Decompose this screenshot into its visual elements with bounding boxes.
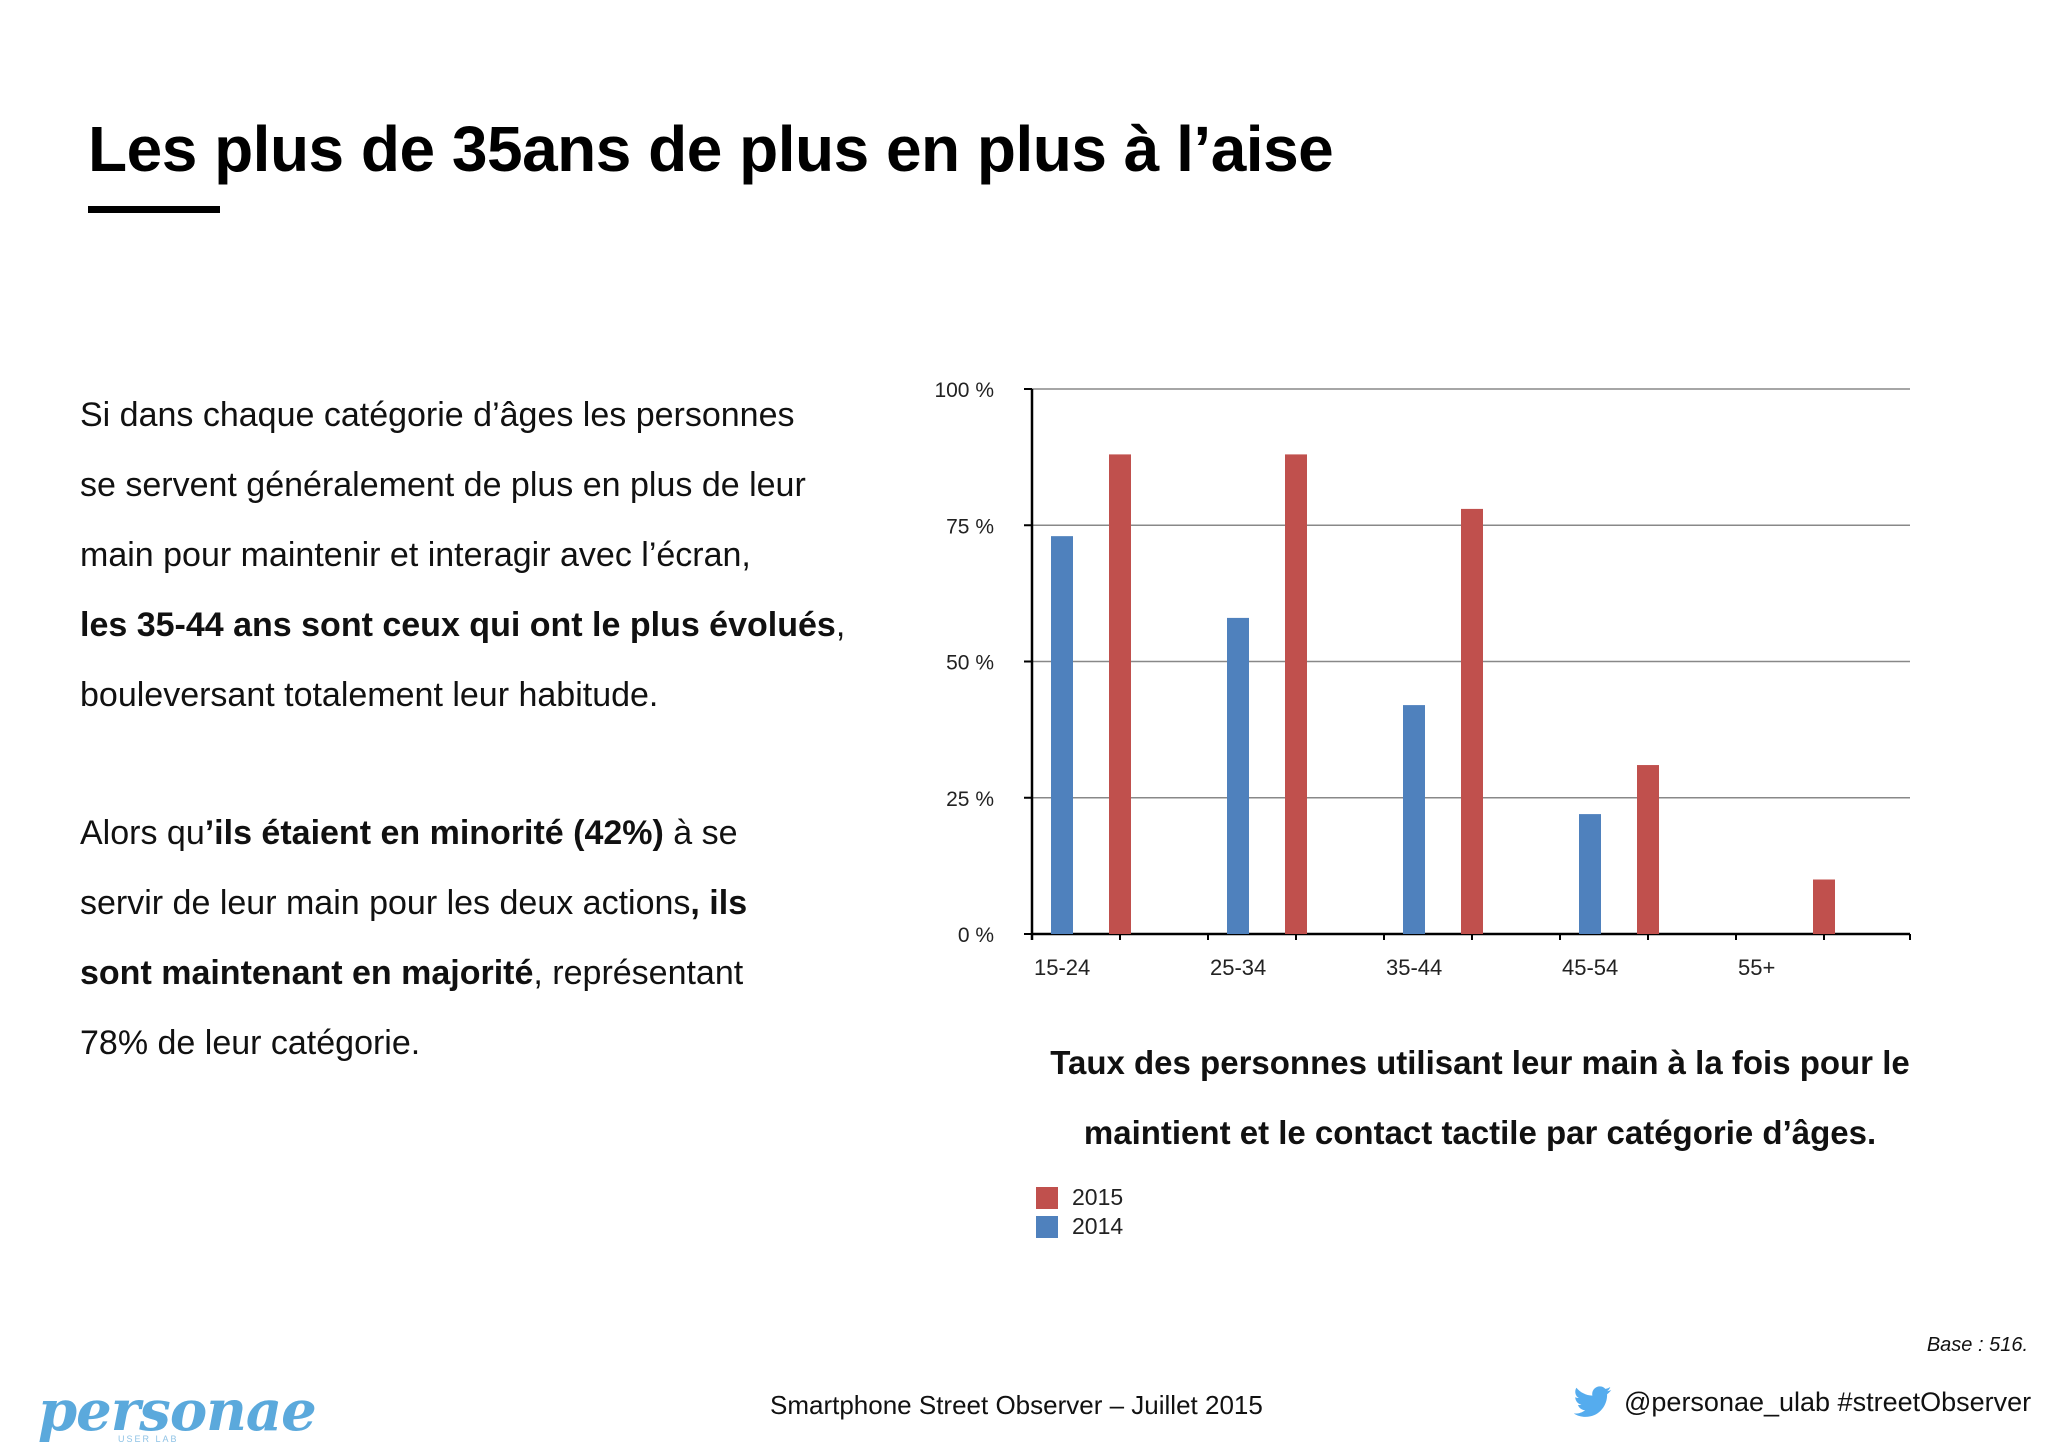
footer-social: @personae_ulab #streetObserver xyxy=(1574,1386,2031,1418)
chart-caption: Taux des personnes utilisant leur main à… xyxy=(1020,1028,1940,1168)
text-segment: , xyxy=(835,606,846,644)
text-segment: Alors qu xyxy=(80,814,205,852)
x-tick-label: 25-34 xyxy=(1210,955,1266,980)
slide-title: Les plus de 35ans de plus en plus à l’ai… xyxy=(88,113,1334,185)
y-tick-label: 25 % xyxy=(946,788,994,811)
y-tick-label: 50 % xyxy=(946,652,994,675)
caption-line: Taux des personnes utilisant leur main à… xyxy=(1050,1044,1910,1081)
bold-text: , ils xyxy=(690,884,748,922)
legend-label-2014: 2014 xyxy=(1072,1213,1124,1239)
personae-logo: personae xyxy=(38,1378,317,1444)
bar-2014 xyxy=(1051,536,1073,934)
legend-label-2015: 2015 xyxy=(1072,1184,1124,1210)
conclusion-paragraph: Alors qu’ils étaient en minorité (42%) à… xyxy=(80,798,860,1078)
base-note: Base : 516. xyxy=(1926,1334,2028,1356)
x-tick-label: 35-44 xyxy=(1386,955,1442,980)
text-line: main pour maintenir et interagir avec l’… xyxy=(80,536,751,574)
y-tick-label: 75 % xyxy=(946,515,994,538)
text-line: Alors qu’ils étaient en minorité (42%) à… xyxy=(80,798,860,868)
bar-2015 xyxy=(1109,454,1131,934)
chart-legend: 2015 2014 xyxy=(1036,1183,1123,1241)
bold-text: sont maintenant en majorité xyxy=(80,954,534,992)
caption-line: maintient et le contact tactile par caté… xyxy=(1083,1114,1877,1151)
text-line: les 35-44 ans sont ceux qui ont le plus … xyxy=(80,590,860,660)
text-line: servir de leur main pour les deux action… xyxy=(80,868,860,938)
footer-caption: Smartphone Street Observer – Juillet 201… xyxy=(770,1390,1263,1420)
text-line: sont maintenant en majorité, représentan… xyxy=(80,938,860,1008)
intro-paragraph: Si dans chaque catégorie d’âges les pers… xyxy=(80,380,860,730)
bold-text: ’ils étaient en minorité (42%) xyxy=(204,814,664,852)
y-tick-label: 100 % xyxy=(934,379,994,402)
bar-2015 xyxy=(1285,454,1307,934)
bar-2014 xyxy=(1227,617,1249,934)
bar-chart: 0 % 25 % 50 % 75 % 100 % 15-24 25-34 35-44 45-54… xyxy=(934,379,1911,980)
bar-2014 xyxy=(1579,814,1601,934)
legend-item-2015: 2015 xyxy=(1036,1183,1123,1212)
x-tick-label: 15-24 xyxy=(1034,955,1090,980)
legend-swatch-2014 xyxy=(1036,1215,1058,1238)
text-segment: servir de leur main pour les deux action… xyxy=(80,884,691,922)
text-line: 78% de leur catégorie. xyxy=(80,1024,421,1062)
text-segment: à se xyxy=(663,814,738,852)
bar-2015 xyxy=(1461,508,1483,934)
legend-swatch-2015 xyxy=(1036,1186,1058,1209)
bar-2015 xyxy=(1637,765,1659,934)
legend-item-2014: 2014 xyxy=(1036,1212,1123,1241)
bar-2014 xyxy=(1403,705,1425,934)
x-tick-label: 55+ xyxy=(1738,955,1775,980)
text-line: se servent généralement de plus en plus … xyxy=(80,466,806,504)
twitter-bird-icon xyxy=(1574,1386,1612,1417)
logo-subtitle: USER LAB xyxy=(118,1434,179,1444)
social-handle: @personae_ulab #streetObserver xyxy=(1624,1386,2032,1417)
bold-text: les 35-44 ans sont ceux qui ont le plus … xyxy=(80,606,836,644)
x-tick-label: 45-54 xyxy=(1562,955,1618,980)
y-tick-label: 0 % xyxy=(958,924,994,947)
bar-2015 xyxy=(1813,879,1835,934)
text-line: bouleversant totalement leur habitude. xyxy=(80,676,659,714)
text-line: Si dans chaque catégorie d’âges les pers… xyxy=(80,396,795,434)
title-underline xyxy=(88,206,220,213)
text-segment: , représentant xyxy=(533,954,744,992)
